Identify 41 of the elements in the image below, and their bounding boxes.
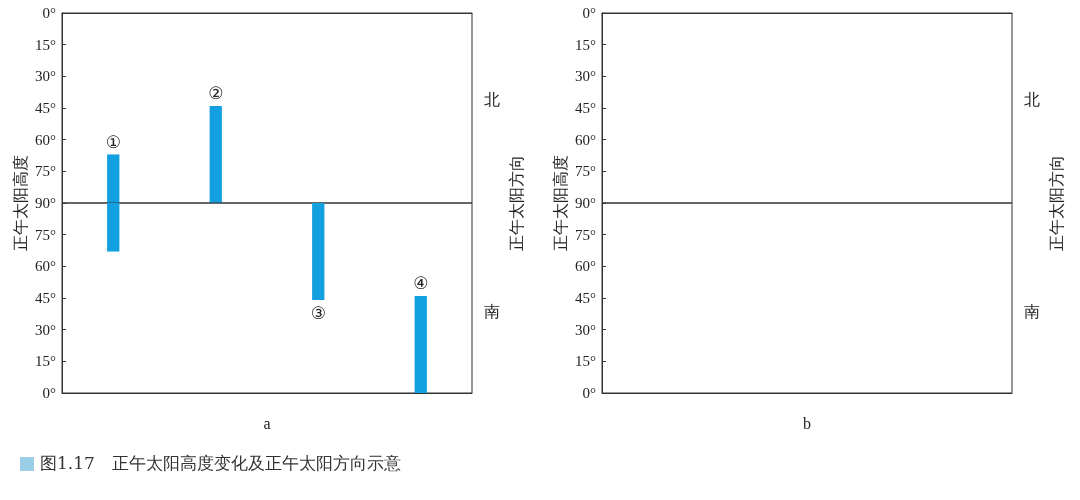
y-tick-label: 45°	[575, 100, 596, 116]
y-tick-label: 60°	[35, 258, 56, 275]
y-tick-label: 30°	[35, 68, 56, 85]
y-tick-label: 30°	[575, 321, 596, 338]
y-tick-label: 0°	[42, 385, 56, 401]
text: 北	[484, 89, 500, 109]
y-tick-label: 30°	[35, 321, 56, 338]
y-tick-label: 60°	[575, 258, 596, 275]
y-tick-label: 0°	[582, 385, 596, 401]
y-tick-label: 75°	[35, 163, 56, 180]
y-tick-label: 90°	[575, 195, 596, 211]
y-tick-label: 0°	[582, 5, 596, 21]
y-tick-label: 15°	[575, 36, 596, 53]
y2-axis-title: 正午太阳方向	[1046, 155, 1066, 251]
x-tick-label: ②	[208, 83, 224, 104]
y-tick-label: 75°	[575, 163, 596, 180]
y-tick-label: 45°	[575, 290, 596, 306]
x-tick-label: ④	[413, 273, 429, 294]
caption: 图1.17 正午太阳高度变化及正午太阳方向示意	[40, 452, 401, 475]
y-tick-label: 90°	[35, 195, 56, 211]
x-tick-label: ①	[105, 131, 121, 152]
y-axis-title: 正午太阳高度	[10, 155, 30, 251]
y-tick-label: 15°	[35, 36, 56, 53]
y-tick-label: 0°	[42, 5, 56, 21]
x-axis-title: a	[263, 414, 271, 432]
y-tick-label: 15°	[35, 353, 56, 370]
y-tick-label: 45°	[35, 290, 56, 306]
text: 南	[484, 301, 500, 321]
x-tick-label: ③	[310, 302, 326, 323]
y2-axis-title: 正午太阳方向	[506, 155, 526, 251]
y-tick-label: 75°	[575, 226, 596, 243]
y-tick-label: 75°	[35, 226, 56, 243]
y-tick-label: 30°	[575, 68, 596, 85]
x-axis-title: b	[803, 414, 811, 432]
y-tick-label: 60°	[35, 131, 56, 148]
y-axis-title: 正午太阳高度	[550, 155, 570, 251]
y-tick-label: 45°	[35, 100, 56, 116]
text: 北	[1024, 89, 1040, 109]
text: 南	[1024, 301, 1040, 321]
y-tick-label: 15°	[575, 353, 596, 370]
y-tick-label: 60°	[575, 131, 596, 148]
